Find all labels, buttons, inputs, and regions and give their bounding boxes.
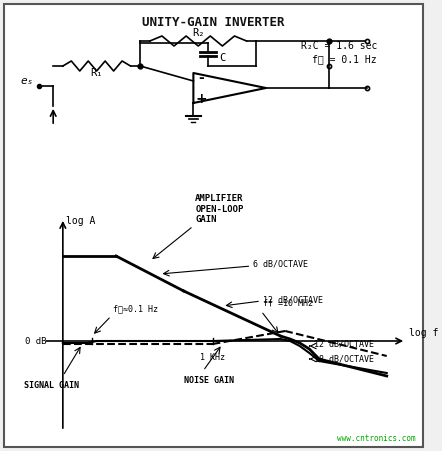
Text: f† =10 MHz: f† =10 MHz xyxy=(263,299,313,308)
Text: www.cntronics.com: www.cntronics.com xyxy=(337,434,416,443)
Text: R₂C = 1.6 sec: R₂C = 1.6 sec xyxy=(301,41,377,51)
Text: R₂: R₂ xyxy=(192,28,205,38)
Text: eₛ: eₛ xyxy=(20,76,34,86)
Text: R₁: R₁ xyxy=(91,68,103,78)
Text: AMPLIFIER
OPEN-LOOP
GAIN: AMPLIFIER OPEN-LOOP GAIN xyxy=(195,194,244,224)
Text: 6 dB/OCTAVE: 6 dB/OCTAVE xyxy=(253,259,309,268)
Text: NOISE GAIN: NOISE GAIN xyxy=(184,376,234,385)
Text: -: - xyxy=(198,71,204,85)
FancyBboxPatch shape xyxy=(4,4,423,447)
Text: log f: log f xyxy=(409,328,438,338)
Text: C: C xyxy=(220,53,226,63)
Text: log A: log A xyxy=(66,216,95,226)
Text: +: + xyxy=(195,92,207,106)
Text: SIGNAL GAIN: SIGNAL GAIN xyxy=(24,381,79,390)
Text: UNITY-GAIN INVERTER: UNITY-GAIN INVERTER xyxy=(142,17,285,29)
Text: fᴄ = 0.1 Hz: fᴄ = 0.1 Hz xyxy=(312,54,377,64)
Text: 12 dB/OCTAVE: 12 dB/OCTAVE xyxy=(263,295,323,304)
Text: 0 dB: 0 dB xyxy=(25,336,46,345)
Text: fᴄ≈0.1 Hz: fᴄ≈0.1 Hz xyxy=(113,304,158,313)
Text: 12 dB/OCTAVE: 12 dB/OCTAVE xyxy=(314,340,374,349)
Text: 1 KHz: 1 KHz xyxy=(200,353,225,362)
Text: 18 dB/OCTAVE: 18 dB/OCTAVE xyxy=(314,354,374,364)
